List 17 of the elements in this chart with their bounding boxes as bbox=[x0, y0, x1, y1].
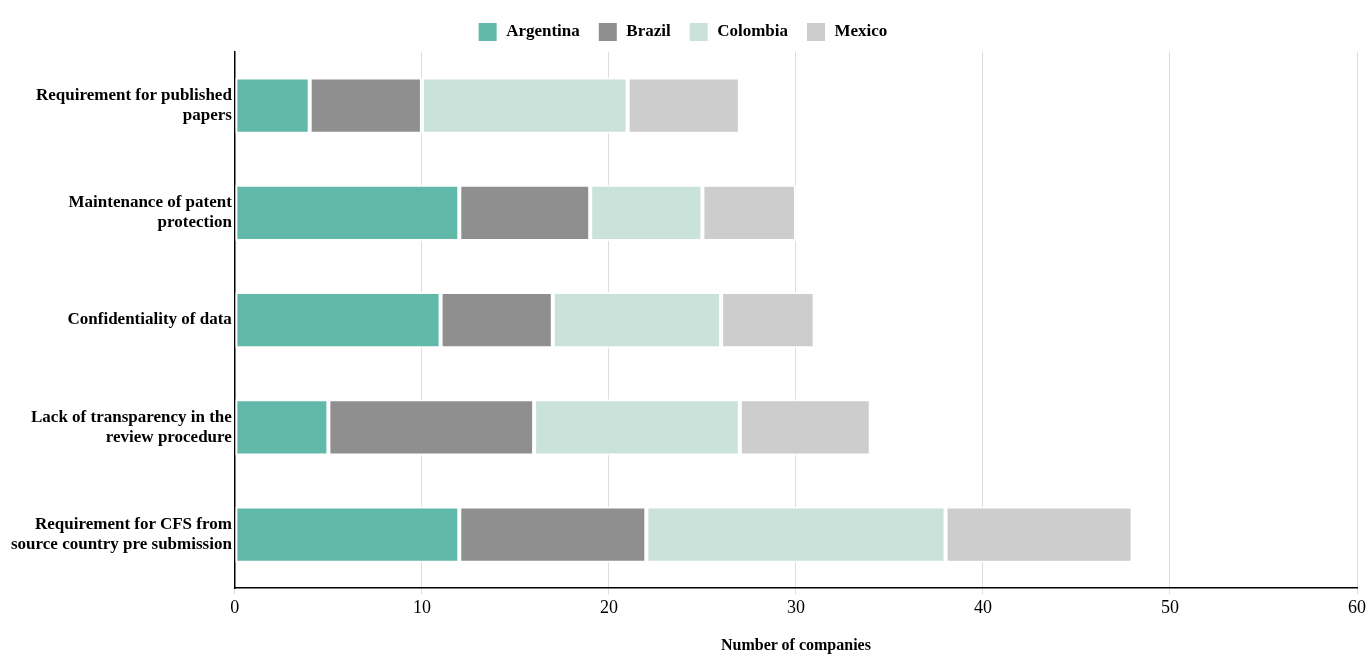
x-axis-title: Number of companies bbox=[720, 635, 871, 654]
y-tick-label: Requirement for CFS from source country pre submission bbox=[10, 513, 233, 554]
x-tick-label: 20 bbox=[599, 596, 618, 617]
x-tick-label: 30 bbox=[786, 596, 805, 617]
legend-label: Colombia bbox=[717, 21, 789, 41]
x-tick-label: 50 bbox=[1160, 596, 1179, 617]
x-tick-label: 40 bbox=[973, 596, 992, 617]
x-tick-label: 60 bbox=[1348, 596, 1366, 617]
y-tick-label: Lack of transparency in the review procedure bbox=[31, 406, 233, 446]
x-tick-label: 10 bbox=[412, 596, 431, 617]
legend-label: Mexico bbox=[834, 21, 888, 41]
y-tick-label: Requirement for published papers bbox=[36, 84, 233, 125]
y-tick-label: Maintenance of patent protection bbox=[68, 192, 233, 232]
legend-label: Brazil bbox=[626, 21, 671, 41]
x-tick-label: 0 bbox=[230, 596, 240, 617]
y-tick-label: Confidentiality of data bbox=[67, 309, 233, 329]
legend-label: Argentina bbox=[506, 21, 581, 41]
